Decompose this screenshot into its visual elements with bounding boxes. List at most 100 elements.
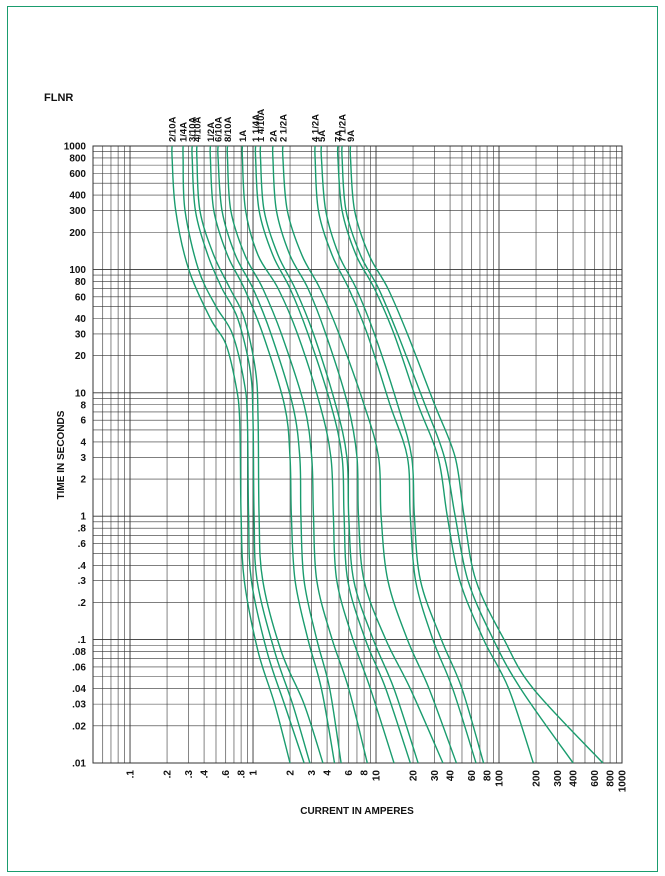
fuse-curve	[226, 145, 368, 764]
curve-label: 8/10A	[223, 117, 234, 142]
y-tick-label: .02	[72, 721, 86, 732]
fuse-curve	[191, 145, 311, 764]
fuse-curve	[254, 145, 411, 764]
fuse-curve	[271, 145, 444, 764]
y-tick-label: .1	[78, 635, 87, 646]
curve-label: 6/10A	[214, 117, 225, 142]
fuse-curve	[259, 145, 419, 764]
y-tick-label: 300	[69, 206, 86, 217]
y-tick-label: 200	[69, 228, 86, 239]
fuse-curve	[314, 145, 477, 764]
x-tick-label: 30	[430, 770, 441, 782]
y-tick-label: .8	[78, 524, 87, 535]
fuse-curve	[171, 145, 291, 764]
curve-label: 7 1/2A	[338, 114, 349, 142]
y-tick-label: 60	[75, 292, 87, 303]
fuse-curves	[171, 145, 604, 764]
y-tick-label: .6	[78, 539, 87, 550]
fuse-curve	[320, 145, 485, 764]
fuse-curve	[349, 145, 604, 764]
x-tick-label: .2	[163, 770, 174, 779]
fuse-curve	[182, 145, 305, 764]
y-tick-label: 6	[80, 416, 86, 427]
x-tick-label: 2	[286, 770, 297, 776]
x-axis-label: CURRENT IN AMPERES	[300, 806, 414, 817]
curve-label: 2A	[268, 130, 279, 142]
y-tick-label: .3	[78, 576, 87, 587]
y-tick-label: 4	[80, 437, 86, 448]
x-tick-label: 40	[446, 770, 457, 782]
x-tick-label: .6	[221, 770, 232, 779]
curve-label: 2/10A	[168, 117, 179, 142]
y-tick-label: 600	[69, 169, 86, 180]
x-tick-label: 300	[553, 770, 564, 787]
x-tick-label: 4	[323, 770, 334, 776]
x-tick-label: 200	[532, 770, 543, 787]
x-tick-label: 20	[409, 770, 420, 782]
curve-label: 5A	[317, 130, 328, 142]
y-tick-label: .06	[72, 662, 86, 673]
y-tick-label: .2	[78, 598, 87, 609]
curve-label: 1A	[238, 130, 249, 142]
y-tick-label: .01	[72, 759, 86, 770]
y-tick-label: 2	[80, 475, 86, 486]
fuse-curve	[241, 145, 395, 764]
x-tick-label: 6	[344, 770, 355, 776]
y-tick-label: 800	[69, 153, 86, 164]
y-tick-label: 8	[80, 400, 86, 411]
y-tick-labels: .01 .02 .03 .04 .06 .08.1 .2 .3 .4 .6 .81 2 3 4 6 810 20…	[64, 142, 87, 770]
x-tick-label: 10	[372, 770, 383, 782]
x-tick-label: .8	[237, 770, 248, 779]
curve-label: 1/4A	[179, 122, 190, 142]
plot-border	[92, 145, 623, 764]
y-tick-label: 10	[75, 388, 87, 399]
fuse-curve	[336, 145, 534, 764]
fuse-curve	[209, 145, 336, 764]
curve-label: 1/2A	[206, 122, 217, 142]
x-tick-label: .3	[184, 770, 195, 779]
chart-grid	[92, 145, 623, 764]
fuse-curve	[281, 145, 458, 764]
x-tick-label: .4	[200, 770, 211, 779]
x-tick-label: 8	[360, 770, 371, 776]
x-tick-label: 1000	[618, 770, 629, 793]
curve-label: 2 1/2A	[278, 114, 289, 142]
fuse-curve	[195, 145, 324, 764]
curve-label: 1 1/4A	[251, 114, 262, 142]
y-tick-label: 40	[75, 314, 87, 325]
y-tick-label: 20	[75, 351, 87, 362]
y-tick-label: .04	[72, 684, 86, 695]
y-tick-label: 80	[75, 277, 87, 288]
x-tick-label: 80	[483, 770, 494, 782]
chart-frame	[7, 6, 658, 872]
y-tick-label: 400	[69, 191, 86, 202]
chart-title: FLNR	[44, 92, 73, 104]
y-tick-label: 3	[80, 453, 86, 464]
y-tick-label: .4	[78, 561, 87, 572]
x-tick-labels: .1 .2 .3 .4 .6 .8 1 2 3 4 6 8 10 20 30 40 60 80 100 200 300 4…	[126, 770, 629, 793]
curve-label: 4 1/2A	[311, 114, 322, 142]
y-tick-label: 30	[75, 329, 87, 340]
x-tick-label: 1	[249, 770, 260, 776]
y-tick-label: .03	[72, 700, 86, 711]
curve-label: 1 4/10A	[256, 109, 267, 142]
y-tick-label: 100	[69, 265, 86, 276]
x-tick-label: 60	[467, 770, 478, 782]
y-tick-label: .08	[72, 647, 86, 658]
y-tick-label: 1000	[64, 142, 87, 153]
x-tick-label: 400	[569, 770, 580, 787]
curve-label: 3/10A	[188, 117, 199, 142]
x-tick-label: 800	[606, 770, 617, 787]
x-tick-label: .1	[126, 770, 137, 779]
fuse-curve	[341, 145, 574, 764]
curve-label: 4/10A	[192, 117, 203, 142]
curve-label: 9A	[346, 130, 357, 142]
y-tick-label: 1	[80, 512, 86, 523]
x-tick-label: 100	[495, 770, 506, 787]
x-tick-label: 600	[590, 770, 601, 787]
y-axis-label: TIME IN SECONDS	[56, 410, 67, 499]
fuse-curve	[217, 145, 342, 764]
curve-label: 7A	[333, 130, 344, 142]
